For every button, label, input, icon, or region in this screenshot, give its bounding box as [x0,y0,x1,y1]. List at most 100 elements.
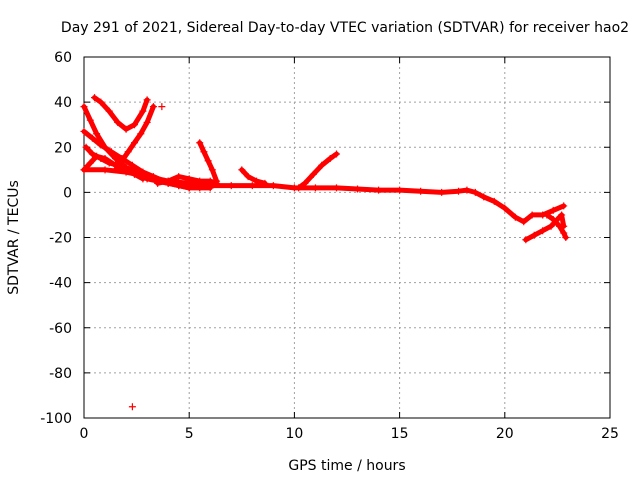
data-point [122,125,130,133]
data-point [137,130,145,138]
data-point [396,186,404,194]
data-point [471,188,479,196]
data-point [332,150,340,158]
data-points [80,94,570,411]
data-point [122,164,130,172]
data-point [295,184,303,192]
data-point [206,184,214,192]
series-arc-h [196,139,221,185]
data-point [149,103,157,111]
data-point [455,187,463,195]
data-point [318,161,326,169]
series-trace [92,95,150,132]
data-point [549,206,557,214]
data-point [124,148,132,156]
data-point [196,139,204,147]
data-point [511,213,519,221]
data-point [80,166,88,174]
y-tick-label: 20 [54,140,72,156]
data-point [539,227,547,235]
series-arc-k [522,211,568,244]
x-tick-label: 20 [496,426,514,442]
data-point [490,197,498,205]
data-point [130,121,138,129]
data-point [105,107,113,115]
data-point [261,179,269,187]
data-point [158,103,166,111]
data-point [97,155,105,163]
data-point [107,148,115,156]
data-point [143,118,151,126]
ticks [83,56,611,419]
x-tick-label: 10 [285,426,303,442]
grid [84,57,610,418]
data-point [522,236,530,244]
data-point [128,403,136,411]
data-point [105,159,113,167]
data-point [200,148,208,156]
data-point [164,177,172,185]
data-point [133,168,141,176]
y-tick-label: -80 [49,366,72,382]
data-point [248,182,256,190]
series-trace [239,167,268,186]
data-point [244,173,252,181]
data-point [560,229,568,237]
x-tick-label: 0 [80,426,89,442]
y-tick-label: -100 [40,411,72,427]
data-point [143,173,151,181]
data-point [301,179,309,187]
data-point [196,184,204,192]
data-point [463,186,471,194]
series-arc-j [295,150,340,192]
data-point [93,130,101,138]
data-point [269,182,277,190]
data-point [326,155,334,163]
data-point [208,166,216,174]
data-point [354,185,362,193]
data-point [501,204,509,212]
data-point [80,103,88,111]
data-point [185,184,193,192]
data-point [547,222,555,230]
data-point [375,186,383,194]
series-arc-main [80,166,568,226]
data-point [227,182,235,190]
data-point [185,175,193,183]
data-point [530,231,538,239]
data-point [560,202,568,210]
y-axis-label: SDTVAR / TECUs [6,180,22,295]
data-point [417,187,425,195]
series-trace [296,151,339,191]
data-point [332,184,340,192]
data-point [206,177,214,185]
data-point [143,96,151,104]
x-axis-label: GPS time / hours [288,458,405,474]
data-point [238,166,246,174]
data-point [528,211,536,219]
series-arc-f [82,143,214,192]
series-arc-b [91,94,151,133]
x-tick-label: 5 [185,426,194,442]
data-point [88,150,96,158]
data-point [520,218,528,226]
data-point [139,107,147,115]
data-point [88,134,96,142]
x-tick-label: 15 [391,426,409,442]
y-tick-label: -20 [49,231,72,247]
data-point [97,141,105,149]
data-point [175,173,183,181]
y-tick-label: 60 [54,50,72,66]
data-point [154,179,162,187]
data-point [309,170,317,178]
data-point [196,177,204,185]
data-point [112,166,120,174]
series-arc-l [543,211,570,241]
data-point [118,155,126,163]
data-point [130,139,138,147]
data-point [80,127,88,135]
chart-title: Day 291 of 2021, Sidereal Day-to-day VTE… [61,20,629,36]
data-point [82,143,90,151]
data-point [114,161,122,169]
